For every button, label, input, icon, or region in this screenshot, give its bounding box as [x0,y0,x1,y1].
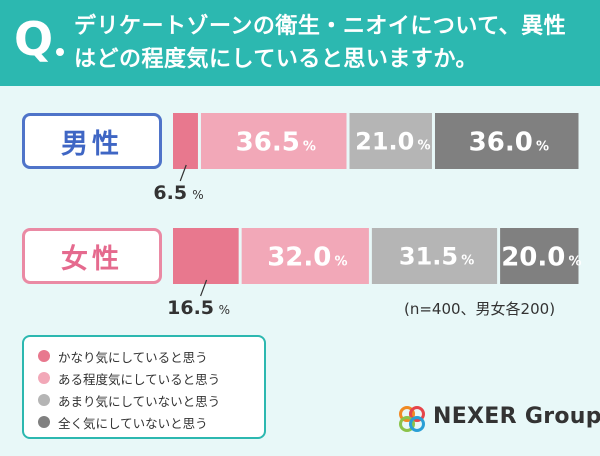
callout-leader-line [179,164,187,182]
legend-item: 全く気にしていないと思う [38,411,254,433]
legend-dot-somewhat [38,372,50,384]
bar-0-very [173,113,198,169]
data-label-value: 32.0 [267,242,331,272]
q-mark: Q [14,12,54,66]
nexer-rings-logo-icon [399,406,425,432]
data-label-callout: 6.5 [153,182,187,204]
bar-1-very [173,228,239,284]
data-label-unit: % [219,303,230,317]
data-label-unit: % [461,254,474,269]
callout-leader-line [200,279,208,297]
data-label-value: 36.5 [236,127,300,157]
bar-1-not-much [371,228,498,284]
legend-label: ある程度気にしていると思う [58,371,221,387]
data-label-unit: % [569,254,582,269]
data-label-unit: % [418,139,431,154]
legend-dot-not-at-all [38,416,50,428]
q-dot [56,48,64,56]
legend-label: あまり気にしていないと思う [58,393,221,409]
question-line-2: はどの程度気にしていると思いますか。 [74,47,478,72]
legend-dot-very [38,350,50,362]
sample-size-note: (n=400、男女各200) [404,300,556,318]
data-label-value: 20.0 [501,242,565,272]
data-label-unit: % [192,188,203,202]
data-label-value: 36.0 [469,127,533,157]
category-label-female: 女性 [22,228,162,284]
legend-item: あまり気にしていないと思う [38,389,254,411]
legend-label: かなり気にしていると思う [58,349,208,365]
bar-1-not-at-all [500,228,579,284]
data-label-callout: 16.5 [167,297,214,319]
data-label-value: 31.5 [399,243,458,271]
question-header: Q デリケートゾーンの衛生・ニオイについて、異性 はどの程度気にしていると思いま… [0,0,600,86]
category-label-male: 男性 [22,113,162,169]
data-label-unit: % [303,139,316,154]
legend-label: 全く気にしていないと思う [58,415,208,431]
question-text: デリケートゾーンの衛生・ニオイについて、異性 はどの程度気にしていると思いますか… [74,10,594,76]
legend-item: ある程度気にしていると思う [38,367,254,389]
legend: かなり気にしていると思う ある程度気にしていると思う あまり気にしていないと思う… [22,335,266,439]
data-label-value: 21.0 [355,128,414,156]
question-line-1: デリケートゾーンの衛生・ニオイについて、異性 [74,14,567,39]
legend-item: かなり気にしていると思う [38,345,254,367]
bar-0-not-at-all [434,113,579,169]
data-label-unit: % [536,139,549,154]
bar-0-not-much [349,113,432,169]
data-label-unit: % [334,254,347,269]
logo-text: NEXER Group [433,404,600,429]
bar-0-somewhat [200,113,347,169]
legend-dot-not-much [38,394,50,406]
nexer-group-logo: NEXER Group [397,402,600,438]
bar-1-somewhat [241,228,369,284]
